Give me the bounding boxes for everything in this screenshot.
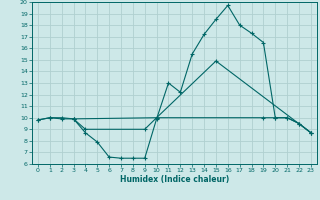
- X-axis label: Humidex (Indice chaleur): Humidex (Indice chaleur): [120, 175, 229, 184]
